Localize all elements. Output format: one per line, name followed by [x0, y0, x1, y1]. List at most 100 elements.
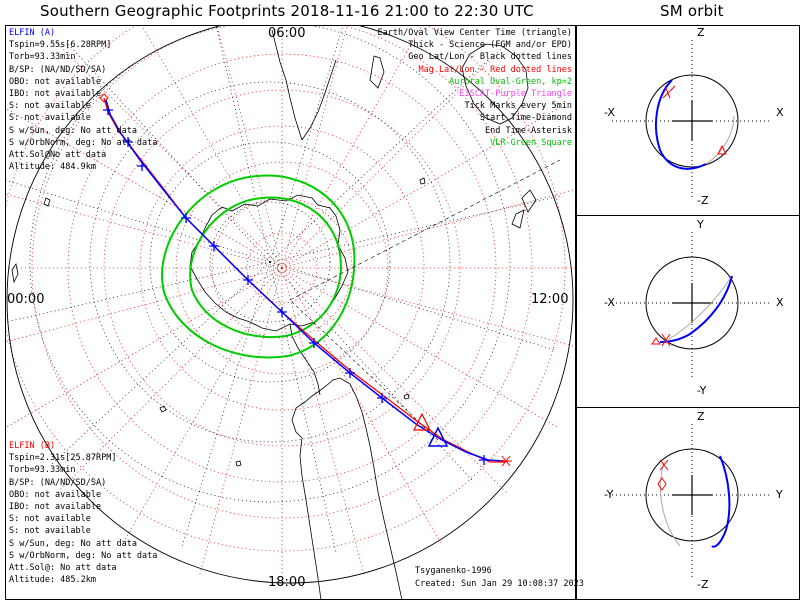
auroral-oval-inner [189, 196, 342, 338]
island [159, 405, 167, 413]
mag-lon-line [55, 41, 283, 269]
elfin-b-line: Altitude: 485.2km [9, 575, 96, 586]
orbit-panel-xy [612, 232, 772, 380]
legend-item: Tick Marks every 5min [464, 101, 572, 112]
panel2-right-label: X [776, 296, 784, 309]
model-label: Tsyganenko-1996 [415, 566, 492, 576]
mag-lat-circle [211, 197, 353, 339]
elfin-a-line: S: not available [9, 101, 91, 112]
plot-title: Southern Geographic Footprints 2018-11-1… [40, 2, 534, 20]
tick-mark [103, 105, 113, 115]
geo-lon-line [269, 195, 563, 263]
mag-lon-line [281, 267, 509, 495]
mag-lon-line [281, 107, 560, 269]
legend-item: VLR-Green Square [490, 137, 572, 148]
mag-lon-line [6, 108, 283, 269]
mag-lon-line [121, 267, 283, 546]
geo-lat-circle [29, 26, 511, 503]
tick-mark [137, 161, 147, 171]
panel2-bottom-label: -Y [697, 384, 707, 397]
elfin-a-line: OBO: not available [9, 76, 102, 87]
island [235, 460, 242, 467]
panel1-left-label: -X [604, 106, 615, 119]
panel1-bottom-label: -Z [697, 194, 709, 207]
earth-limb [6, 26, 574, 584]
tick-mark [345, 368, 355, 378]
legend-item: Thick - Science (FGM and/or EPD) [408, 40, 572, 51]
panel2-left-label: -X [604, 296, 615, 309]
geo-lon-line [269, 261, 337, 555]
legend-item: Auroral Oval-Green, kp=2 [449, 76, 572, 87]
mag-lat-circle [175, 161, 389, 375]
island [403, 393, 410, 400]
legend-item: EISCAT-Purple Triangle [459, 89, 572, 100]
mag-lon-line [6, 193, 283, 269]
elfin-b-line: Tspin=2.31s[25.87RPM] [9, 453, 117, 464]
elfin-b-line: Torb=93.33min [9, 465, 76, 476]
elfin-b-line: S w/OrbNorm, deg: No att data [9, 550, 158, 561]
geo-lon-line [181, 261, 271, 549]
tick-mark [181, 213, 191, 223]
elfin-a-view-center-triangle [427, 426, 449, 447]
mag-lon-line [141, 26, 283, 269]
elfin-b-line: B/SP: (NA/ND/SD/SA) [9, 477, 107, 488]
legend-item: Start Time-Diamond [479, 113, 572, 124]
legend: Earth/Oval View Center Time (triangle) T… [378, 27, 572, 149]
elfin-a-line: B/SP: (NA/ND/SD/SA) [9, 64, 107, 75]
elfin-a-info: ELFIN (A) Tspin=9.55s[6.28RPM] Torb=93.3… [9, 27, 157, 173]
elfin-b-line: OBO: not available [9, 489, 102, 500]
elfin-a-line: Altitude: 484.9km [9, 162, 96, 173]
elfin-b-info: ELFIN (B) Tspin=2.31s[25.87RPM] Torb=93.… [9, 440, 157, 586]
elfin-b-line: Att.Sol@: No att data [9, 563, 117, 574]
view-center-line [289, 159, 561, 301]
south-america-coast [291, 377, 403, 600]
tick-mark [277, 307, 287, 317]
tick-mark [123, 137, 133, 147]
geo-latlon-grid [6, 26, 563, 555]
mag-lon-line [281, 26, 423, 269]
australia-coast [461, 43, 529, 125]
end-asterisk [500, 455, 512, 467]
local-time-bottom: 18:00 [268, 575, 306, 590]
africa-coast [271, 29, 303, 141]
auroral-oval-outer [161, 174, 356, 359]
new-zealand [521, 189, 537, 213]
elfin-a-line: Torb=93.33min [9, 52, 76, 63]
mag-lon-line [55, 267, 283, 495]
tick-mark [209, 241, 219, 251]
tick-mark [309, 338, 319, 348]
panel1-top-label: Z [697, 26, 705, 39]
mag-lon-line [281, 267, 560, 429]
mag-lon-line [281, 267, 576, 348]
south-america-west-coast [299, 437, 322, 600]
tick-mark [479, 455, 489, 465]
tick-mark [243, 275, 253, 285]
geo-lon-line [6, 179, 271, 263]
elfin-a-line: S w/OrbNorm, deg: No att data [9, 137, 158, 148]
elfin-a-line: Att.Sol@No att data [9, 150, 107, 161]
geo-lat-circle [89, 81, 451, 443]
panel2-top-label: Y [697, 218, 704, 231]
panel3-top-label: Z [697, 410, 705, 423]
mag-lat-circle [139, 125, 425, 411]
mag-latlon-grid [6, 26, 576, 588]
island [43, 197, 51, 207]
local-time-left: 00:00 [7, 292, 45, 307]
new-zealand-south [511, 209, 525, 229]
mag-lat-circle [31, 26, 533, 519]
mag-lon-line [216, 26, 283, 269]
panel3-right-label: Y [776, 488, 783, 501]
legend-item: Earth/Oval View Center Time (triangle) [377, 28, 572, 38]
elfin-a-line: IBO: not available [9, 89, 102, 100]
mag-lon-line [281, 26, 348, 269]
geo-lat-circle [209, 201, 331, 323]
africa-coast-east [301, 59, 337, 141]
island [11, 262, 19, 284]
auroral-oval [161, 174, 356, 359]
elfin-b-line: S w/Sun, deg: No att data [9, 538, 137, 549]
elfin-b-line: IBO: not available [9, 502, 102, 513]
elfin-a-name: ELFIN (A) [9, 28, 56, 38]
mag-lat-circle [246, 232, 318, 304]
legend-item: Mag Lat/Lon - Red dotted lines [418, 64, 572, 75]
local-time-top: 06:00 [268, 26, 306, 41]
